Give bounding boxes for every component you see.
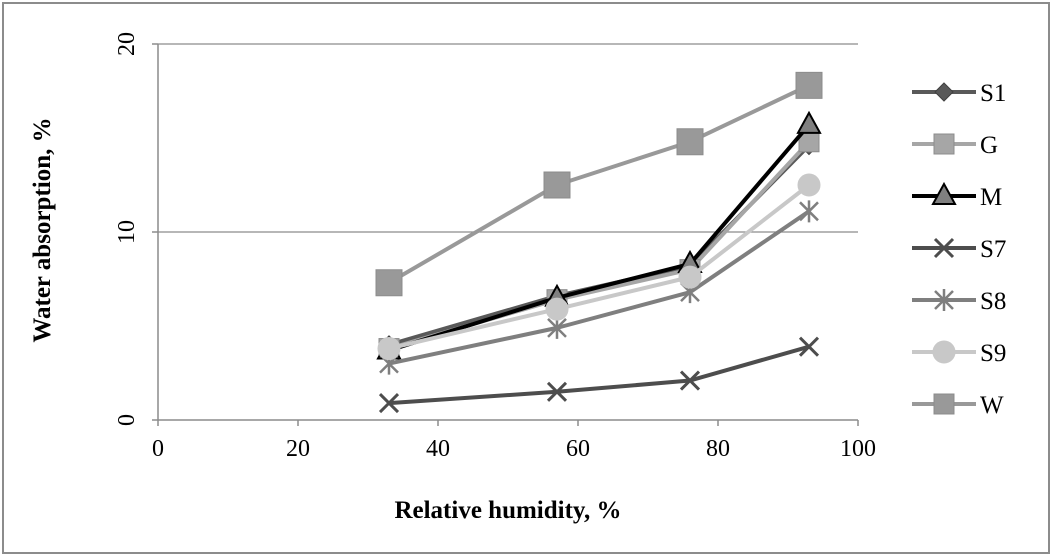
- legend-item-s1: S1: [912, 80, 1006, 107]
- y-axis-title: Water absorption, %: [29, 117, 56, 342]
- x-tick-label-60: 60: [566, 436, 590, 462]
- y-tick-labels: 0 10 20: [114, 32, 140, 426]
- legend-label-w: W: [980, 392, 1004, 419]
- series-m: [376, 110, 822, 360]
- data-point-w-0: [375, 269, 403, 297]
- legend-label-s9: S9: [980, 340, 1006, 367]
- legend-label-s1: S1: [980, 80, 1006, 107]
- data-point-m-3: [796, 110, 822, 134]
- x-axis-title: Relative humidity, %: [394, 497, 621, 524]
- series-line-s9: [388, 183, 811, 351]
- data-point-s9-0: [377, 337, 401, 361]
- y-tick-label-0: 0: [114, 414, 140, 426]
- data-point-s9-1: [545, 297, 569, 321]
- legend-marker-g: [933, 133, 955, 155]
- legend-marker-s9: [932, 340, 956, 364]
- data-point-s9-3: [797, 173, 821, 197]
- legend-label-s8: S8: [980, 288, 1006, 315]
- series-g: [378, 131, 820, 360]
- series-line-s8: [388, 209, 811, 366]
- series-line-w: [387, 83, 810, 285]
- chart-frame: [2, 2, 1050, 554]
- x-tick-label-80: 80: [706, 436, 730, 462]
- legend-item-s9: S9: [912, 340, 1006, 367]
- gridlines: [158, 43, 858, 233]
- series-line-m: [388, 123, 811, 353]
- series-s7: [378, 336, 820, 414]
- legend-item-m: M: [912, 181, 1002, 211]
- legend-label-s7: S7: [980, 236, 1006, 263]
- legend-marker-w: [933, 393, 955, 415]
- x-tick-labels: 0 20 40 60 80 100: [152, 436, 876, 462]
- legend-marker-s7: [933, 237, 955, 259]
- legend-item-s7: S7: [912, 236, 1006, 263]
- data-point-s7-1: [546, 381, 568, 402]
- data-point-s7-0: [378, 393, 400, 414]
- data-point-w-1: [543, 171, 571, 199]
- legend-marker-m: [931, 181, 957, 205]
- x-tick-label-100: 100: [840, 436, 876, 462]
- series-s9: [377, 173, 821, 361]
- data-point-s9-2: [678, 265, 702, 289]
- plot-series: [375, 71, 823, 414]
- legend-marker-s1: [934, 82, 954, 102]
- series-s1: [379, 135, 819, 355]
- data-point-w-2: [676, 128, 704, 156]
- legend-label-m: M: [980, 184, 1002, 211]
- x-tick-label-0: 0: [152, 436, 164, 462]
- x-tick-label-40: 40: [426, 436, 450, 462]
- data-point-s7-2: [679, 370, 701, 391]
- axes: [152, 43, 859, 426]
- data-point-w-3: [795, 71, 823, 99]
- legend-item-g: G: [912, 132, 998, 159]
- series-w: [375, 71, 823, 297]
- y-tick-label-20: 20: [114, 32, 140, 56]
- data-point-s8-3: [799, 200, 819, 223]
- legend-label-g: G: [980, 132, 998, 159]
- y-tick-label-10: 10: [114, 220, 140, 244]
- series-line-s7: [388, 344, 810, 406]
- legend: S1 GM S7 S8 S9 W: [912, 80, 1006, 419]
- x-tick-label-20: 20: [286, 436, 310, 462]
- legend-item-s8: S8: [912, 288, 1006, 315]
- legend-item-w: W: [912, 392, 1004, 419]
- data-point-s7-3: [798, 336, 820, 357]
- legend-marker-s8: [934, 289, 954, 311]
